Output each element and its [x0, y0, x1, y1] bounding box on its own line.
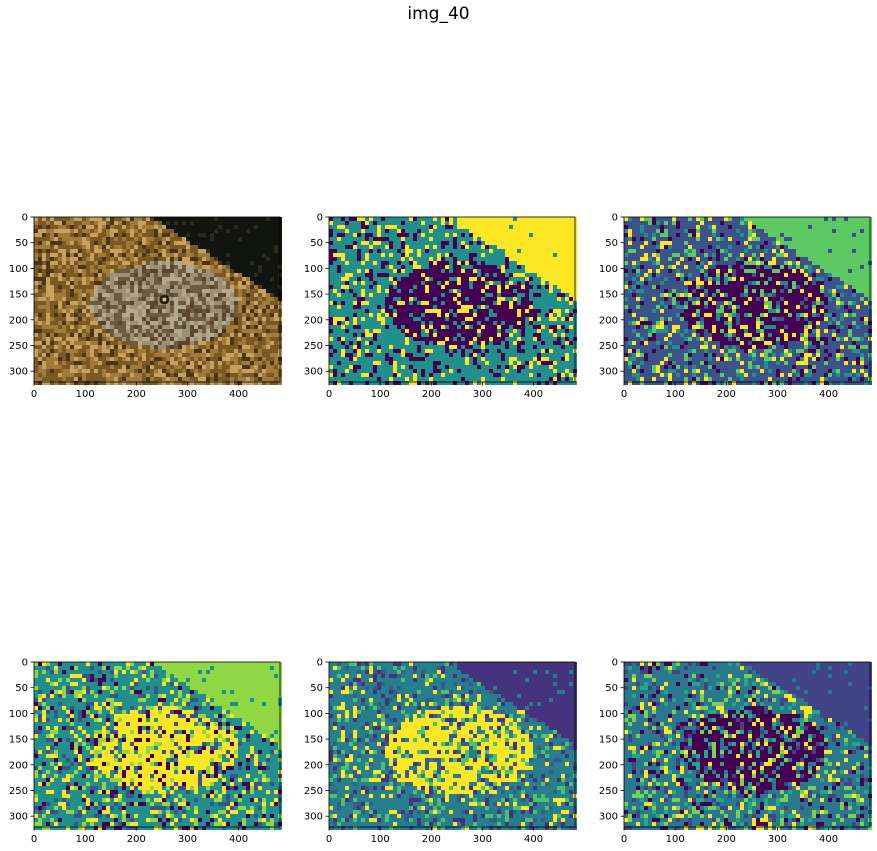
x-tick-label: 300: [178, 834, 197, 845]
y-tick-label: 50: [15, 238, 28, 249]
image-raster: [329, 217, 577, 385]
y-tick-label: 150: [9, 290, 28, 301]
x-tick-label: 200: [127, 389, 146, 400]
y-tick-label: 0: [612, 213, 618, 224]
y-tick-label: 50: [605, 238, 618, 249]
y-tick-label: 300: [9, 812, 28, 823]
y-tick-label: 200: [599, 760, 618, 771]
y-tick-label: 50: [310, 683, 323, 694]
x-tick-label: 100: [666, 834, 685, 845]
y-tick-label: 250: [599, 341, 618, 352]
y-tick-label: 100: [599, 709, 618, 720]
panel-1-svg: 0 100 200 300 400 0 50 100 150 200 250 300: [304, 213, 577, 400]
y-tick-label: 300: [599, 367, 618, 378]
panel-segmentation-1: 0 100 200 300 400 0 50 100 150 200 250 300: [295, 200, 582, 400]
axes-frame: [33, 661, 281, 828]
image-raster: [34, 217, 282, 385]
y-tick-label: 100: [9, 709, 28, 720]
x-tick-label: 100: [371, 834, 390, 845]
y-tick-label: 300: [599, 812, 618, 823]
figure-suptitle: img_40: [407, 4, 470, 24]
x-tick-label: 400: [819, 389, 838, 400]
x-tick-label: 200: [127, 834, 146, 845]
y-tick-label: 0: [317, 658, 323, 669]
x-tick-label: 400: [524, 389, 543, 400]
y-tick-label: 100: [9, 264, 28, 275]
panel-segmentation-2: 0 100 200 300 400 0 50 100 150 200 250 300: [590, 200, 877, 400]
x-tick-label: 300: [473, 389, 492, 400]
y-tick-label: 0: [317, 213, 323, 224]
y-tick-label: 300: [304, 812, 323, 823]
y-tick-label: 250: [304, 786, 323, 797]
y-tick-label: 50: [15, 683, 28, 694]
x-tick-label: 300: [178, 389, 197, 400]
panel-2-svg: 0 100 200 300 400 0 50 100 150 200 250 300: [599, 213, 872, 400]
x-tick-label: 0: [326, 834, 332, 845]
y-tick-label: 150: [9, 735, 28, 746]
y-tick-label: 150: [599, 290, 618, 301]
y-tick-label: 200: [599, 315, 618, 326]
panel-segmentation-4: 0 100 200 300 400 0 50 100 150 200 250 300: [295, 645, 582, 845]
x-tick-label: 400: [819, 834, 838, 845]
x-tick-label: 200: [717, 834, 736, 845]
panel-original-photo: 0 100 200 300 400 0 50 100 150 200 250 300: [0, 200, 287, 400]
y-tick-label: 100: [599, 264, 618, 275]
image-raster: [624, 662, 872, 830]
x-tick-label: 0: [326, 389, 332, 400]
image-raster: [34, 662, 282, 830]
x-tick-label: 0: [621, 834, 627, 845]
x-tick-label: 100: [76, 389, 95, 400]
x-tick-label: 400: [229, 389, 248, 400]
x-tick-label: 0: [31, 389, 37, 400]
x-tick-label: 200: [717, 389, 736, 400]
axes-frame: [623, 216, 871, 383]
y-tick-label: 250: [9, 786, 28, 797]
y-tick-label: 150: [304, 290, 323, 301]
y-tick-label: 250: [304, 341, 323, 352]
y-tick-label: 200: [304, 760, 323, 771]
x-tick-label: 100: [371, 389, 390, 400]
y-tick-label: 100: [304, 264, 323, 275]
image-raster: [624, 217, 872, 385]
panel-segmentation-3: 0 100 200 300 400 0 50 100 150 200 250 300: [0, 645, 287, 845]
y-tick-label: 50: [605, 683, 618, 694]
y-tick-label: 200: [9, 760, 28, 771]
y-tick-label: 100: [304, 709, 323, 720]
x-tick-label: 200: [422, 389, 441, 400]
y-tick-label: 300: [304, 367, 323, 378]
panel-3-svg: 0 100 200 300 400 0 50 100 150 200 250 300: [9, 658, 282, 845]
axes-frame: [328, 661, 576, 828]
axes-frame: [623, 661, 871, 828]
x-tick-label: 300: [768, 389, 787, 400]
x-tick-label: 200: [422, 834, 441, 845]
x-tick-label: 300: [768, 834, 787, 845]
y-tick-label: 0: [22, 213, 28, 224]
y-tick-label: 150: [304, 735, 323, 746]
y-tick-label: 0: [22, 658, 28, 669]
y-tick-label: 300: [9, 367, 28, 378]
y-tick-label: 200: [9, 315, 28, 326]
y-tick-label: 50: [310, 238, 323, 249]
axes-frame: [33, 216, 281, 383]
panel-segmentation-5: 0 100 200 300 400 0 50 100 150 200 250 300: [590, 645, 877, 845]
axes-frame: [328, 216, 576, 383]
image-raster: [329, 662, 577, 830]
y-tick-label: 250: [9, 341, 28, 352]
y-tick-label: 200: [304, 315, 323, 326]
panel-5-svg: 0 100 200 300 400 0 50 100 150 200 250 300: [599, 658, 872, 845]
y-tick-label: 150: [599, 735, 618, 746]
x-tick-label: 400: [229, 834, 248, 845]
x-tick-label: 100: [666, 389, 685, 400]
x-tick-label: 300: [473, 834, 492, 845]
x-tick-label: 100: [76, 834, 95, 845]
y-tick-label: 0: [612, 658, 618, 669]
x-tick-label: 400: [524, 834, 543, 845]
x-tick-label: 0: [31, 834, 37, 845]
panel-4-svg: 0 100 200 300 400 0 50 100 150 200 250 300: [304, 658, 577, 845]
x-tick-label: 0: [621, 389, 627, 400]
y-tick-label: 250: [599, 786, 618, 797]
panel-0-svg: 0 100 200 300 400 0 50 100 150 200 250 300: [9, 213, 282, 400]
